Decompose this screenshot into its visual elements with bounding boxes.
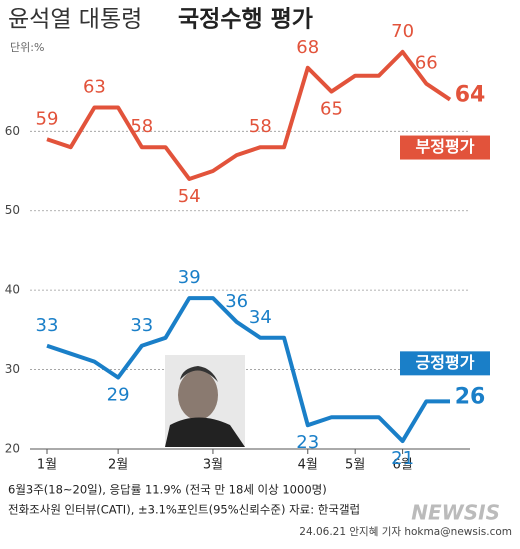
data-label: 33 (36, 315, 59, 336)
data-label: 59 (36, 108, 59, 129)
legend-box (400, 351, 490, 376)
data-label: 63 (83, 76, 106, 97)
data-label: 58 (130, 116, 153, 137)
legend-label: 긍정평가 (416, 353, 475, 372)
x-tick-label: 1월 (37, 458, 57, 473)
note: 전화조사원 인터뷰(CATI), ±3.1%포인트(95%신뢰수준) 자료: 한… (8, 503, 360, 517)
note: 6월3주(18~20일), 응답률 11.9% (전국 만 18세 이상 100… (8, 483, 327, 497)
data-label: 33 (130, 315, 153, 336)
chart-title-bold: 국정수행 평가 (178, 7, 313, 33)
y-tick-label: 50 (5, 203, 20, 217)
data-label: 36 (225, 291, 248, 312)
data-label: 58 (249, 116, 272, 137)
unit-label: 단위:% (10, 41, 44, 54)
chart-title: 윤석열 대통령 (8, 7, 142, 33)
data-label: 54 (178, 186, 201, 207)
data-label: 34 (249, 307, 272, 328)
logo: NEWSIS (411, 501, 500, 525)
legend-label: 부정평가 (416, 137, 475, 156)
credit: 24.06.21 안지혜 기자 hokma@newsis.com (299, 526, 512, 538)
data-label: 29 (107, 385, 130, 406)
photo (165, 355, 245, 447)
y-tick-label: 60 (5, 124, 20, 138)
series-line (46, 296, 450, 444)
x-tick-label: 4월 (298, 458, 318, 473)
y-tick-label: 40 (5, 283, 20, 297)
data-label: 68 (296, 37, 319, 58)
x-tick-label: 2월 (108, 458, 128, 473)
data-label: 26 (455, 384, 486, 409)
data-label: 65 (320, 99, 343, 120)
series-line (46, 49, 452, 181)
data-label: 23 (296, 432, 319, 453)
data-label: 66 (415, 53, 438, 74)
y-tick-label: 30 (5, 362, 20, 376)
data-label: 70 (391, 21, 414, 42)
data-label: 21 (391, 448, 414, 469)
x-tick-label: 6월 (392, 458, 412, 473)
data-label: 39 (178, 267, 201, 288)
y-tick-label: 20 (5, 442, 20, 456)
x-tick-label: 3월 (203, 458, 223, 473)
data-label: 64 (455, 83, 486, 108)
legend-box (400, 135, 490, 160)
x-tick-label: 5월 (345, 458, 365, 473)
